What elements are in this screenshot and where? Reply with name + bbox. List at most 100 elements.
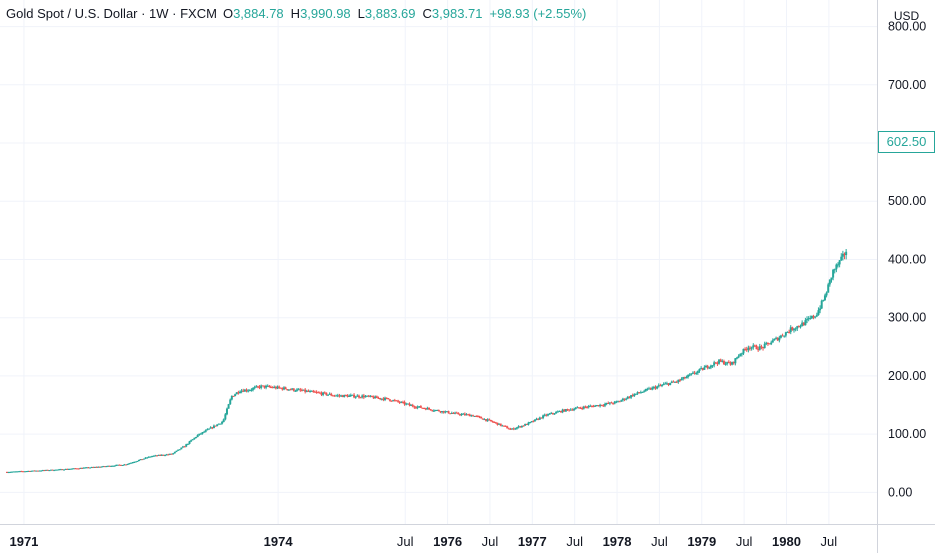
candle-body — [789, 327, 792, 333]
candle-body — [392, 400, 395, 402]
candle-body — [124, 464, 127, 466]
candle-body — [299, 389, 302, 391]
candle-body — [175, 450, 178, 452]
candle-body — [400, 401, 403, 403]
candle-body — [690, 373, 693, 375]
candle-body — [472, 415, 475, 417]
candle-body — [296, 389, 299, 391]
candle-body — [181, 446, 184, 448]
candle-body — [517, 426, 520, 428]
candle-body — [149, 456, 152, 458]
candle-body — [77, 468, 80, 470]
candle-body — [649, 388, 652, 390]
low-label: L — [357, 6, 365, 21]
candle-body — [151, 456, 154, 458]
candle-body — [243, 389, 246, 392]
candle-body — [322, 392, 325, 395]
candle-body — [512, 428, 515, 430]
candle-body — [307, 390, 310, 392]
candle-body — [317, 392, 320, 394]
candle-body — [566, 409, 569, 411]
candle-body — [64, 468, 67, 470]
candle-body — [40, 470, 43, 472]
candle-body — [424, 408, 427, 410]
candle-body — [685, 376, 688, 379]
candle-body — [291, 388, 294, 390]
candle-body — [268, 385, 271, 387]
candle-body — [199, 433, 202, 435]
candle-body — [827, 284, 830, 293]
x-tick-label: 1980 — [772, 534, 801, 549]
x-tick-label: Jul — [566, 534, 583, 549]
candle-body — [328, 393, 331, 395]
candle-body — [131, 462, 134, 464]
candle-body — [478, 416, 481, 418]
candle-body — [465, 414, 468, 416]
candle-body — [269, 386, 272, 388]
candle-body — [72, 468, 75, 470]
candle-body — [838, 260, 841, 265]
candle-body — [180, 447, 183, 450]
candle-body — [843, 253, 846, 256]
candle-body — [667, 383, 670, 386]
candle-body — [563, 409, 566, 412]
candle-body — [744, 348, 747, 350]
candle-body — [542, 415, 545, 419]
candle-body — [442, 410, 445, 413]
candle-body — [273, 386, 276, 388]
candle-body — [134, 461, 137, 463]
candle-body — [486, 419, 489, 421]
candle-body — [452, 413, 455, 415]
candle-body — [217, 423, 220, 425]
candle-body — [810, 315, 813, 319]
candle-body — [54, 469, 57, 471]
candle-body — [762, 347, 765, 349]
candle-body — [496, 422, 499, 425]
candle-body — [745, 349, 748, 351]
candle-body — [705, 365, 708, 368]
candle-body — [193, 437, 196, 440]
candle-body — [801, 322, 804, 327]
candle-body — [444, 411, 447, 413]
candle-body — [221, 421, 224, 424]
candle-body — [602, 405, 605, 407]
candle-body — [385, 397, 388, 399]
candle-body — [146, 457, 149, 459]
symbol-title[interactable]: Gold Spot / U.S. Dollar · 1W · FXCM — [6, 6, 217, 21]
candle-body — [155, 455, 158, 457]
candle-body — [177, 449, 180, 451]
candle-body — [403, 402, 406, 405]
candle-body — [170, 453, 173, 455]
open-label: O — [222, 6, 234, 21]
candle-body — [794, 328, 797, 330]
candle-body — [579, 407, 582, 409]
candle-body — [222, 419, 225, 422]
candle-body — [323, 392, 326, 394]
candle-body — [159, 454, 162, 456]
candle-body — [626, 396, 629, 399]
candle-body — [654, 386, 657, 389]
open-value: 3,884.78 — [233, 6, 284, 21]
candle-body — [208, 428, 211, 430]
candle-body — [190, 440, 193, 442]
candle-body — [351, 394, 354, 396]
candle-body — [340, 395, 343, 397]
currency-button[interactable]: USD — [893, 9, 920, 23]
candle-body — [638, 392, 641, 394]
candle-body — [82, 467, 85, 469]
candle-body — [468, 414, 471, 417]
candle-body — [796, 326, 799, 329]
candle-body — [613, 401, 616, 404]
candle-body — [414, 407, 417, 409]
candle-body — [245, 389, 248, 391]
candle-body — [242, 390, 245, 392]
close-label: C — [422, 6, 432, 21]
candle-body — [120, 464, 123, 466]
candle-body — [421, 407, 424, 409]
candle-body — [480, 416, 483, 419]
candle-body — [475, 415, 478, 417]
candle-body — [573, 409, 576, 411]
candle-body — [320, 392, 323, 395]
candle-body — [470, 415, 473, 417]
